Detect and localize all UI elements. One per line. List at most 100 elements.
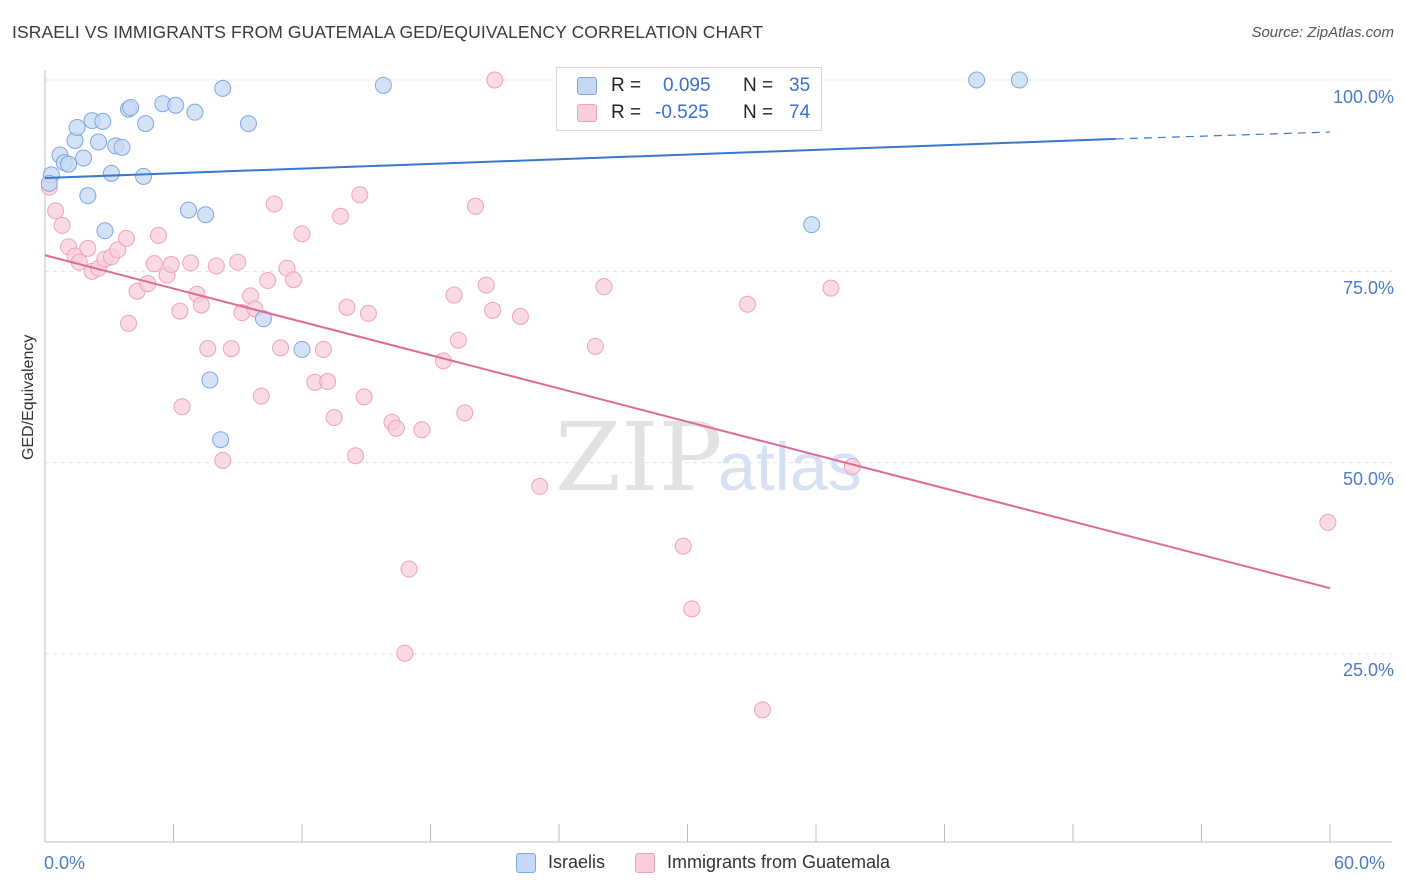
data-point-guatemala (109, 241, 127, 259)
data-point-israelis (122, 99, 140, 117)
data-point-guatemala (284, 271, 302, 289)
data-point-guatemala (182, 254, 200, 272)
data-point-israelis (113, 138, 131, 156)
data-point-guatemala (449, 331, 467, 349)
data-point-guatemala (486, 71, 504, 89)
data-point-guatemala (229, 253, 247, 271)
data-point-guatemala (359, 304, 377, 322)
data-point-guatemala (214, 451, 232, 469)
trend-line-extension-israelis (1115, 131, 1331, 140)
legend-r-label: R = (611, 102, 642, 123)
data-point-guatemala (822, 279, 840, 297)
data-point-guatemala (145, 255, 163, 273)
data-point-israelis (94, 112, 112, 130)
data-point-guatemala (314, 340, 332, 358)
x-tick-label-max: 60.0% (1334, 853, 1386, 873)
data-point-guatemala (265, 195, 283, 213)
legend-n-label: N = (743, 75, 774, 96)
data-point-guatemala (173, 398, 191, 416)
data-point-guatemala (511, 307, 529, 325)
data-point-israelis (374, 76, 392, 94)
series-legend-israelis: Israelis (515, 852, 605, 873)
data-point-guatemala (338, 298, 356, 316)
data-point-guatemala (674, 537, 692, 555)
data-point-guatemala (47, 202, 65, 220)
data-point-guatemala (738, 295, 756, 313)
series-legend: Israelis Immigrants from Guatemala (0, 852, 1406, 873)
series-legend-label-guatemala: Immigrants from Guatemala (666, 852, 891, 872)
data-point-guatemala (351, 186, 369, 204)
data-point-guatemala (120, 314, 138, 332)
data-point-guatemala (79, 239, 97, 257)
data-point-guatemala (192, 296, 210, 314)
data-point-israelis (293, 340, 311, 358)
data-point-guatemala (396, 644, 414, 662)
data-point-israelis (197, 206, 215, 224)
data-point-guatemala (387, 419, 405, 437)
data-point-israelis (102, 164, 120, 182)
data-point-israelis (90, 133, 108, 151)
y-tick-label-25: 25.0% (1342, 660, 1394, 680)
data-point-guatemala (325, 409, 343, 427)
legend-row-guatemala: R = -0.525 N = 74 (577, 100, 810, 126)
legend-r-value: -0.525 (655, 102, 709, 123)
legend-swatch-israelis (577, 77, 597, 95)
data-point-guatemala (586, 337, 604, 355)
data-point-israelis (137, 115, 155, 133)
data-point-israelis (96, 222, 114, 240)
data-point-guatemala (1319, 513, 1337, 531)
series-legend-swatch-israelis (515, 852, 536, 873)
legend-n-value: 74 (789, 102, 811, 123)
data-point-guatemala (347, 447, 365, 465)
data-point-guatemala (252, 387, 270, 405)
data-point-guatemala (683, 600, 701, 618)
data-point-guatemala (477, 276, 495, 294)
data-point-guatemala (753, 701, 771, 719)
data-point-guatemala (456, 404, 474, 422)
legend-n-value: 35 (789, 75, 811, 96)
data-point-guatemala (162, 255, 180, 273)
y-tick-label-100: 100.0% (1332, 87, 1394, 107)
data-point-guatemala (272, 339, 290, 357)
data-point-israelis (239, 115, 257, 133)
trend-line-israelis (44, 137, 1116, 179)
data-point-israelis (179, 201, 197, 219)
data-point-guatemala (207, 257, 225, 275)
series-legend-guatemala: Immigrants from Guatemala (634, 852, 891, 873)
data-point-guatemala (413, 421, 431, 439)
data-point-guatemala (259, 272, 277, 290)
watermark-atlas: atlas (718, 429, 862, 505)
data-point-israelis (135, 167, 153, 185)
data-point-guatemala (319, 373, 337, 391)
y-tick-label-50: 50.0% (1342, 469, 1394, 489)
data-point-israelis (167, 96, 185, 114)
legend-swatch-guatemala (577, 104, 597, 122)
data-point-guatemala (445, 286, 463, 304)
data-point-israelis (254, 310, 272, 328)
data-point-guatemala (293, 225, 311, 243)
data-point-guatemala (595, 278, 613, 296)
data-point-israelis (212, 431, 230, 449)
data-point-guatemala (117, 229, 135, 247)
data-point-guatemala (466, 197, 484, 215)
series-legend-label-israelis: Israelis (547, 852, 605, 872)
chart-source: Source: ZipAtlas.com (1251, 24, 1394, 41)
legend-n-label: N = (743, 102, 774, 123)
trend-line-guatemala (44, 254, 1331, 590)
data-point-guatemala (222, 340, 240, 358)
data-point-israelis (201, 371, 219, 389)
watermark-zip: ZIP (555, 403, 722, 513)
data-point-guatemala (199, 340, 217, 358)
legend-r-label: R = (611, 75, 642, 96)
data-point-israelis (214, 79, 232, 97)
legend-row-israelis: R = 0.095 N = 35 (577, 73, 810, 99)
data-point-guatemala (53, 216, 71, 234)
data-point-israelis (40, 174, 58, 192)
data-point-israelis (186, 103, 204, 121)
data-point-israelis (1010, 71, 1028, 89)
data-point-israelis (803, 216, 821, 234)
data-point-israelis (79, 187, 97, 205)
data-point-israelis (68, 118, 86, 136)
data-point-guatemala (531, 477, 549, 495)
